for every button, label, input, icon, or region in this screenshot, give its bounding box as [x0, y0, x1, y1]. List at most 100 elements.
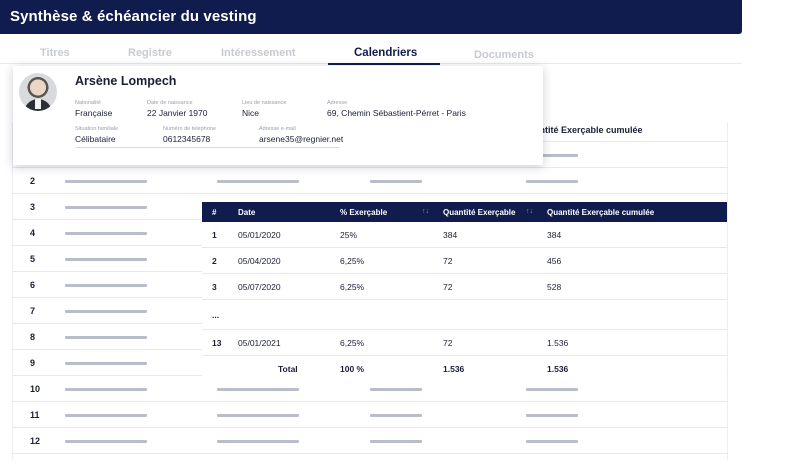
placeholder-bar: [65, 414, 147, 417]
column-header-quantity[interactable]: Quantité Exerçable: [443, 208, 516, 217]
table-row[interactable]: 10: [12, 376, 728, 402]
cell-percent: 6,25%: [340, 338, 365, 348]
cell-percent: 25%: [340, 230, 358, 240]
placeholder-bar: [65, 284, 147, 287]
field-label: Lieu de naissance: [242, 100, 287, 106]
tab-calendriers[interactable]: Calendriers: [354, 47, 418, 59]
row-number: 2: [30, 176, 36, 186]
field-label: Numéro de telephone: [163, 126, 216, 132]
row-number: 5: [30, 254, 36, 264]
table-row[interactable]: 3 05/07/2020 6,25% 72 528: [202, 274, 727, 300]
page-title: Synthèse & échéancier du vesting: [10, 8, 257, 25]
placeholder-bar: [65, 362, 147, 365]
cell-number: ...: [212, 310, 220, 320]
card-divider: [75, 147, 339, 148]
placeholder-bar: [65, 206, 147, 209]
table-row[interactable]: 1 05/01/2020 25% 384 384: [202, 222, 727, 248]
placeholder-bar: [65, 440, 147, 443]
placeholder-bar: [65, 310, 147, 313]
column-header-cumulative[interactable]: Quantité Exerçable cumulée: [547, 208, 655, 217]
sort-icon[interactable]: ↑↓: [422, 208, 429, 215]
cell-percent: 6,25%: [340, 256, 365, 266]
cell-cumulative: 384: [547, 230, 562, 240]
column-header-number: #: [212, 208, 217, 217]
placeholder-bar: [526, 414, 578, 417]
field-birth-place: Lieu de naissance Nice: [242, 100, 286, 118]
field-value: Célibataire: [75, 134, 116, 144]
field-label: Situation familiale: [75, 126, 119, 132]
column-header-date[interactable]: Date: [238, 208, 256, 217]
active-tab-indicator: [328, 63, 440, 65]
field-value: Française: [75, 108, 113, 118]
row-number: 7: [30, 306, 36, 316]
placeholder-bar: [65, 336, 147, 339]
sort-icon[interactable]: ↑↓: [526, 208, 533, 215]
field-label: Adresse: [327, 100, 348, 106]
field-birth-date: Date de naissance 22 Janvier 1970: [147, 100, 208, 118]
tab-titres[interactable]: Titres: [40, 47, 70, 59]
cell-cumulative: 456: [547, 256, 562, 266]
placeholder-bar: [370, 440, 422, 443]
table-row[interactable]: 12: [12, 428, 728, 454]
schedule-table-header: # Date % Exerçable ↑↓ Quantité Exerçable…: [202, 202, 727, 222]
cell-quantity: 72: [443, 338, 453, 348]
placeholder-bar: [217, 180, 299, 183]
tab-interessement[interactable]: Intéressement: [221, 47, 296, 59]
field-value: Nice: [242, 108, 260, 118]
field-email: Adresse e-mail arsene35@regnier.net: [259, 126, 343, 144]
row-number: 6: [30, 280, 36, 290]
cell-date: 05/01/2020: [238, 230, 281, 240]
table-row[interactable]: 11: [12, 402, 728, 428]
placeholder-bar: [65, 180, 147, 183]
placeholder-bar: [65, 388, 147, 391]
column-header-percent[interactable]: % Exerçable: [340, 208, 388, 217]
row-number: 11: [30, 410, 40, 420]
cell-number: 13: [212, 338, 222, 348]
field-family-status: Situation familiale Célibataire: [75, 126, 118, 144]
total-cumulative: 1.536: [547, 364, 569, 374]
cell-date: 05/07/2020: [238, 282, 281, 292]
placeholder-bar: [217, 388, 299, 391]
placeholder-bar: [370, 180, 422, 183]
cell-quantity: 72: [443, 282, 453, 292]
table-border-left: [12, 122, 13, 460]
field-phone: Numéro de telephone 0612345678: [163, 126, 216, 144]
profile-card: Arsène Lompech Nationalité Française Dat…: [13, 66, 543, 165]
row-number: 10: [30, 384, 41, 394]
table-row[interactable]: 2 05/04/2020 6,25% 72 456: [202, 248, 727, 274]
tab-documents[interactable]: Documents: [474, 49, 534, 61]
cell-date: 05/01/2021: [238, 338, 281, 348]
placeholder-bar: [65, 232, 147, 235]
field-value: 69, Chemin Sébastient-Pérret - Paris: [327, 108, 466, 118]
cell-date: 05/04/2020: [238, 256, 281, 266]
cell-quantity: 72: [443, 256, 453, 266]
total-quantity: 1.536: [443, 364, 465, 374]
title-bar: Synthèse & échéancier du vesting: [0, 0, 742, 34]
field-value: 22 Janvier 1970: [147, 108, 208, 118]
placeholder-bar: [65, 258, 147, 261]
field-value: arsene35@regnier.net: [259, 134, 344, 144]
cell-number: 1: [212, 230, 217, 240]
tab-registre[interactable]: Registre: [128, 47, 173, 59]
placeholder-bar: [217, 440, 299, 443]
placeholder-bar: [526, 388, 578, 391]
row-number: 12: [30, 436, 41, 446]
row-number: 8: [30, 332, 36, 342]
table-row[interactable]: 13 05/01/2021 6,25% 72 1.536: [202, 330, 727, 356]
placeholder-bar: [370, 414, 422, 417]
profile-name: Arsène Lompech: [75, 74, 177, 88]
row-number: 9: [30, 358, 36, 368]
cell-number: 2: [212, 256, 217, 266]
cell-number: 3: [212, 282, 217, 292]
table-border-right: [727, 122, 728, 460]
field-address: Adresse 69, Chemin Sébastient-Pérret - P…: [327, 100, 466, 118]
field-label: Nationalité: [75, 100, 101, 106]
field-nationality: Nationalité Française: [75, 100, 112, 118]
field-label: Date de naissance: [147, 100, 193, 106]
table-row[interactable]: 2: [12, 168, 728, 194]
row-number: 3: [30, 202, 36, 212]
field-value: 0612345678: [163, 134, 211, 144]
placeholder-bar: [526, 180, 578, 183]
table-total-row: Total 100 % 1.536 1.536: [202, 356, 727, 376]
tab-bar: Titres Registre Intéressement Calendrier…: [0, 44, 742, 65]
